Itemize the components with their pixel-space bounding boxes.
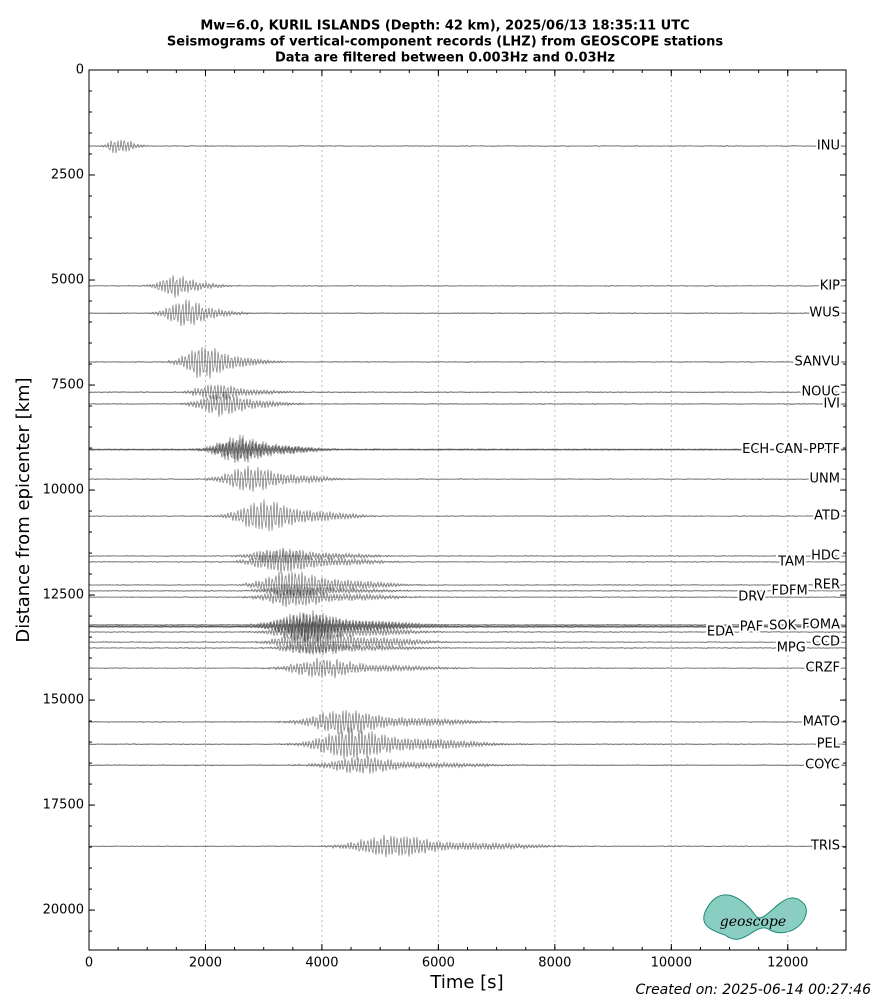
station-label: NOUC: [801, 385, 840, 400]
y-axis-label: Distance from epicenter [km]: [13, 377, 34, 642]
station-label: SOK: [769, 619, 796, 634]
station-label: CRZF: [806, 661, 841, 676]
y-tick-label: 17500: [43, 798, 84, 813]
station-label: PAF: [740, 619, 763, 634]
waveform: [88, 657, 847, 679]
plot-frame: [88, 69, 847, 951]
station-label: CAN: [775, 442, 803, 457]
grid: [88, 70, 789, 950]
waveform: [88, 499, 847, 532]
x-tick-label: 12000: [767, 956, 808, 971]
station-label: MPG: [777, 640, 806, 655]
station-label: ATD: [814, 509, 840, 524]
waveform: [88, 618, 847, 636]
traces: [88, 139, 847, 858]
waveform: [88, 583, 847, 598]
station-label: RER: [814, 577, 840, 592]
waveform: [88, 384, 847, 401]
station-label: HDC: [811, 548, 840, 563]
waveform: [88, 299, 847, 327]
station-label: COYC: [805, 758, 840, 773]
waveform: [88, 610, 847, 642]
y-tick-label: 20000: [43, 903, 84, 918]
logo: [703, 894, 807, 940]
x-tick-label: 4000: [305, 956, 338, 971]
waveform: [88, 756, 847, 774]
footer: Created on: 2025-06-14 00:27:46: [636, 982, 872, 998]
waveform: [89, 275, 847, 298]
chart-subtitle: Data are filtered between 0.003Hz and 0.…: [275, 51, 615, 66]
waveform: [88, 710, 847, 735]
waveform: [88, 465, 847, 492]
y-tick-label: 10000: [43, 483, 84, 498]
waveform: [88, 391, 847, 417]
station-label: WUS: [809, 306, 840, 321]
chart-title: Mw=6.0, KURIL ISLANDS (Depth: 42 km), 20…: [200, 19, 689, 34]
x-axis-label: Time [s]: [429, 972, 503, 993]
x-tick-label: 10000: [651, 956, 692, 971]
station-label: FOMA: [802, 617, 840, 632]
chart-subtitle: Seismograms of vertical-component record…: [167, 35, 723, 50]
y-tick-label: 15000: [43, 693, 84, 708]
y-tick-label: 2500: [51, 168, 84, 183]
station-label: EDA: [707, 625, 734, 640]
waveform: [89, 727, 847, 760]
x-tick-label: 8000: [538, 956, 571, 971]
y-tick-label: 12500: [43, 588, 84, 603]
station-label: CCD: [812, 635, 840, 650]
station-label: INU: [817, 139, 840, 154]
station-label: PPTF: [809, 442, 840, 457]
waveform: [88, 587, 846, 608]
x-tick-label: 6000: [422, 956, 455, 971]
waveform: [88, 834, 847, 858]
waveform: [88, 139, 847, 154]
waveform: [88, 571, 847, 600]
station-label: ECH: [742, 442, 769, 457]
logo-text: geoscope: [720, 914, 786, 930]
waveform: [88, 621, 847, 644]
station-label: MATO: [803, 714, 840, 729]
y-tick-label: 5000: [51, 273, 84, 288]
waveform: [88, 438, 847, 461]
x-tick-label: 0: [85, 956, 93, 971]
logo-shape: [703, 894, 807, 940]
waveform: [88, 613, 846, 638]
station-label: DRV: [738, 590, 765, 605]
station-label: SANVU: [794, 354, 840, 369]
x-tick-label: 2000: [189, 956, 222, 971]
waveform: [88, 550, 847, 574]
waveform: [88, 547, 847, 565]
station-label: PEL: [817, 737, 841, 752]
station-label: UNM: [810, 472, 840, 487]
station-label: KIP: [820, 278, 840, 293]
y-tick-label: 7500: [51, 378, 84, 393]
waveform: [88, 641, 847, 655]
station-label: TRIS: [810, 839, 840, 854]
waveform: [88, 628, 847, 656]
station-label: TAM: [777, 554, 805, 569]
waveform: [88, 346, 847, 379]
y-tick-label: 0: [76, 63, 84, 78]
station-label: FDFM: [772, 583, 808, 598]
station-label: IVI: [823, 396, 840, 411]
